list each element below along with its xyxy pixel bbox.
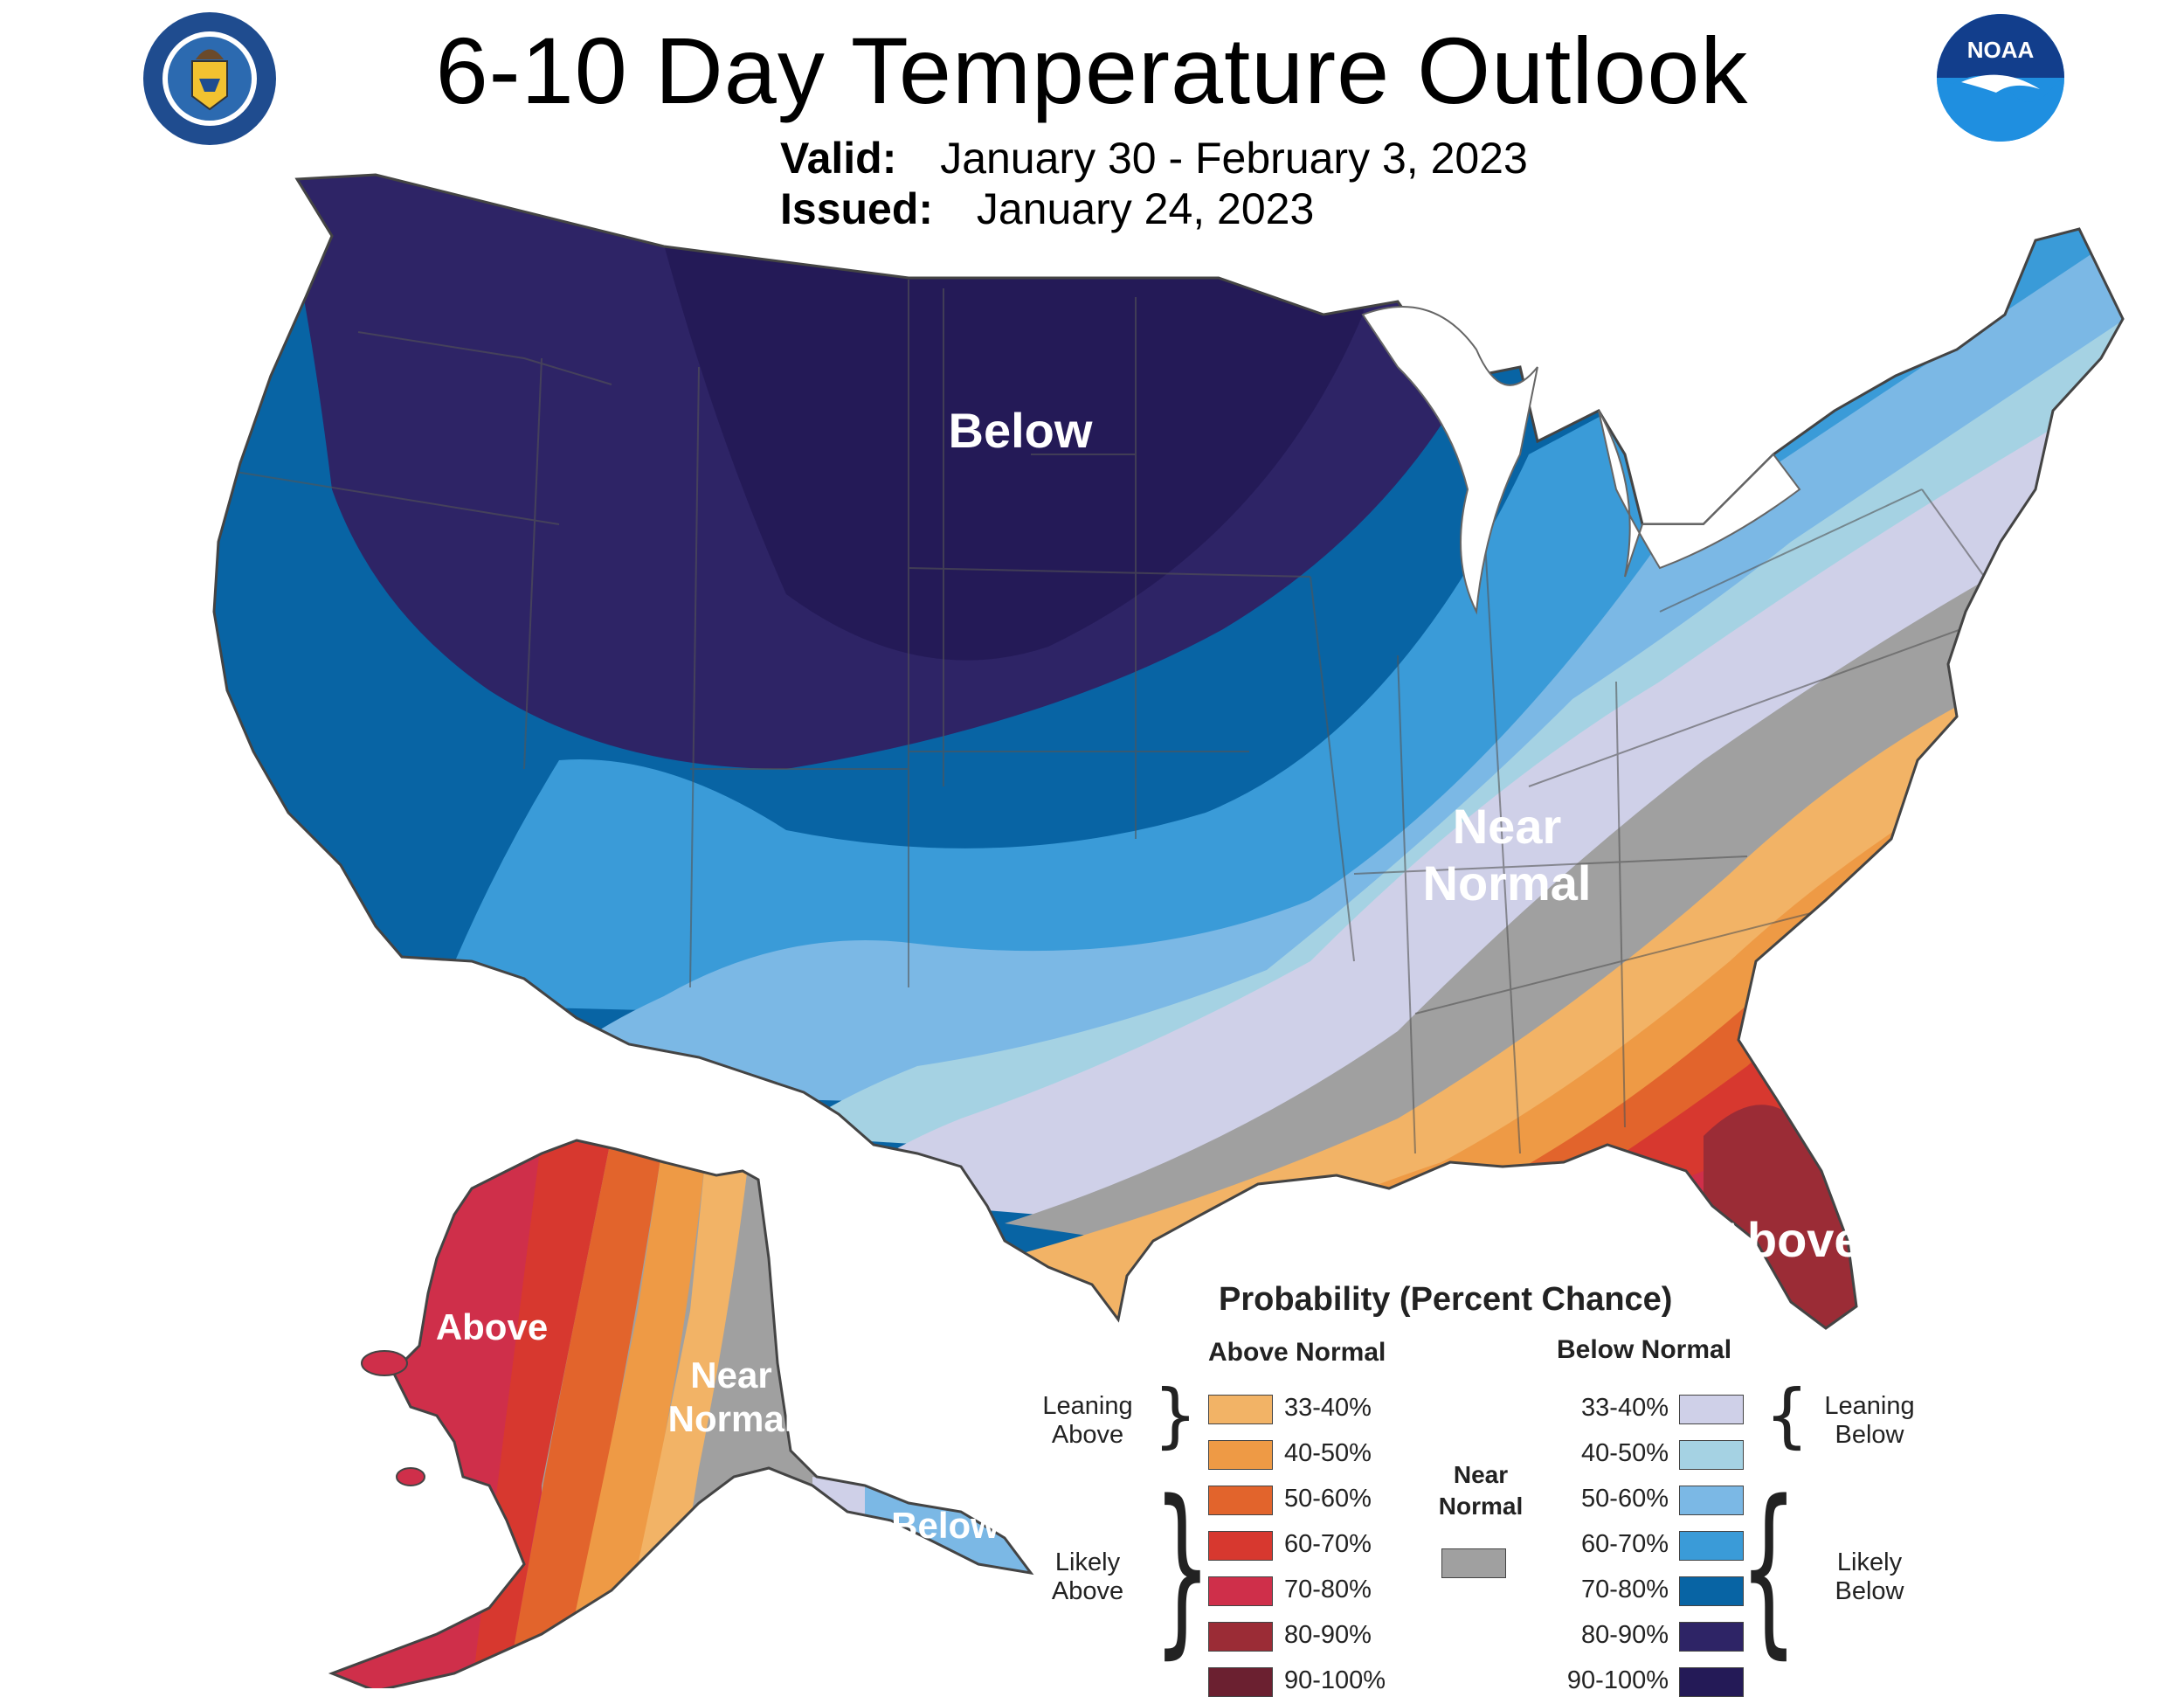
valid-line: Valid: January 30 - February 3, 2023 — [780, 133, 1528, 184]
legend-above-class-label: 80-90% — [1284, 1621, 1372, 1649]
legend-below-class-label: 70-80% — [1581, 1576, 1669, 1603]
legend-below-class-swatch — [1679, 1395, 1744, 1424]
likely-above-label: Likely Above — [1051, 1548, 1124, 1605]
legend-above-class-label: 70-80% — [1284, 1576, 1372, 1603]
legend-above-class-swatch — [1208, 1531, 1273, 1561]
legend-below-class-label: 80-90% — [1581, 1621, 1669, 1649]
legend-title: Probability (Percent Chance) — [1219, 1281, 1673, 1318]
legend-above-class-label: 90-100% — [1284, 1666, 1386, 1694]
legend-below-class-swatch — [1679, 1667, 1744, 1697]
label-ak-near-1: Near — [690, 1354, 771, 1396]
label-conus-near-2: Normal — [1423, 855, 1592, 911]
noaa-logo-text: NOAA — [1967, 37, 2035, 63]
issued-line: Issued: January 24, 2023 — [780, 184, 1314, 234]
label-conus-above-florida: Above — [1711, 1212, 1861, 1267]
legend-below-header: Below Normal — [1557, 1335, 1732, 1364]
legend-below-class-swatch — [1679, 1622, 1744, 1652]
likely-below-brace: } — [1739, 1461, 1798, 1675]
legend-above-header: Above Normal — [1208, 1338, 1386, 1367]
likely-below-label: Likely Below — [1835, 1548, 1904, 1605]
page-title: 6-10 Day Temperature Outlook — [435, 17, 1749, 123]
label-ak-below: Below — [891, 1505, 999, 1546]
valid-label: Valid: — [780, 134, 897, 183]
leaning-below-label: Leaning Below — [1824, 1392, 1915, 1449]
legend-above-class-swatch — [1208, 1486, 1273, 1515]
legend-above-class-swatch — [1208, 1667, 1273, 1697]
legend-above-class-label: 33-40% — [1284, 1394, 1372, 1422]
likely-above-brace: } — [1153, 1461, 1212, 1675]
label-ak-near-2: Normal — [668, 1398, 795, 1439]
legend-below-class-swatch — [1679, 1531, 1744, 1561]
legend-above-class-swatch — [1208, 1395, 1273, 1424]
legend-above-class-label: 60-70% — [1284, 1530, 1372, 1558]
legend-near-header: Near Normal — [1438, 1461, 1524, 1520]
label-conus-near-1: Near — [1453, 799, 1562, 854]
issued-value: January 24, 2023 — [976, 184, 1315, 233]
legend-above-class-label: 40-50% — [1284, 1439, 1372, 1467]
legend-near-swatch — [1441, 1548, 1506, 1578]
label-ak-above: Above — [436, 1306, 548, 1347]
legend-below-class-label: 40-50% — [1581, 1439, 1669, 1467]
label-conus-below: Below — [949, 403, 1093, 458]
legend-above-class-label: 50-60% — [1284, 1485, 1372, 1513]
legend-below-class-label: 33-40% — [1581, 1394, 1669, 1422]
legend-below-class-label: 60-70% — [1581, 1530, 1669, 1558]
commerce-seal-logo — [140, 9, 280, 149]
legend-below-class-label: 90-100% — [1566, 1666, 1669, 1694]
leaning-above-brace: } — [1153, 1375, 1198, 1456]
legend-below-class-swatch — [1679, 1486, 1744, 1515]
legend-below-class-swatch — [1679, 1576, 1744, 1606]
legend-above-class-swatch — [1208, 1440, 1273, 1470]
leaning-above-label: Leaning Above — [1042, 1392, 1133, 1449]
issued-label: Issued: — [780, 184, 934, 233]
legend-above-class-swatch — [1208, 1622, 1273, 1652]
legend-below-class-swatch — [1679, 1440, 1744, 1470]
valid-value: January 30 - February 3, 2023 — [940, 134, 1528, 183]
noaa-logo: NOAA — [1935, 12, 2066, 143]
legend-below-class-label: 50-60% — [1581, 1485, 1669, 1513]
legend-above-class-swatch — [1208, 1576, 1273, 1606]
label-conus-above-texas: Above — [1033, 1312, 1182, 1367]
